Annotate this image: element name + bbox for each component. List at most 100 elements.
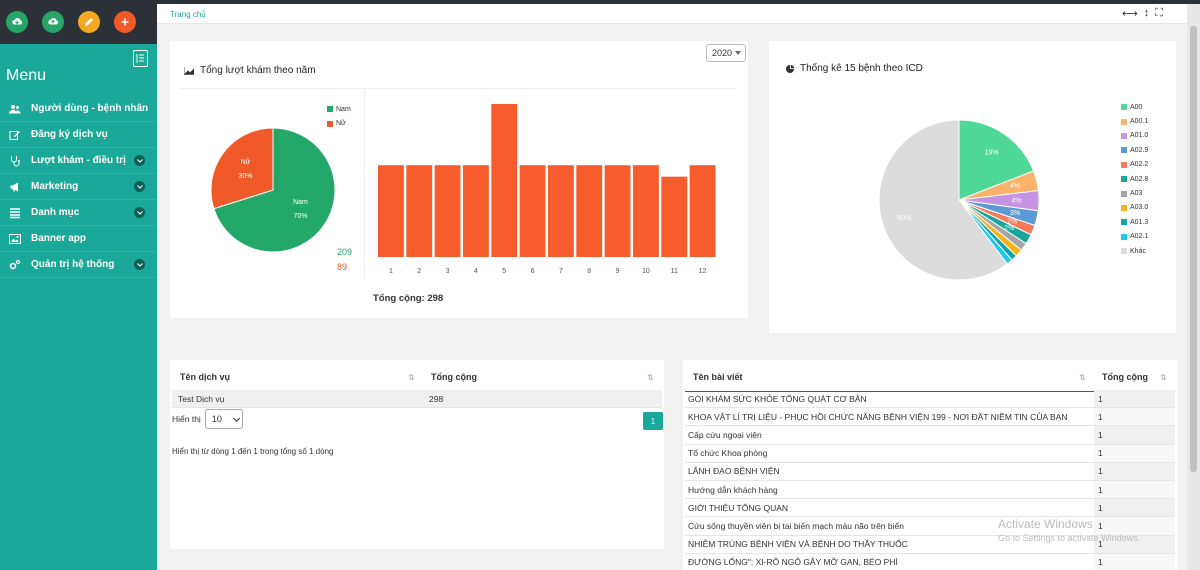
- pie-chart-icon: [786, 64, 794, 73]
- legend-item[interactable]: A01.3: [1120, 215, 1148, 229]
- bar-month-4[interactable]: [463, 165, 489, 257]
- sidebar-item-label: Banner app: [31, 233, 87, 244]
- legend-item[interactable]: Nữ: [326, 116, 351, 130]
- sort-icon[interactable]: ⇅: [647, 372, 654, 382]
- pie-slice-kh-c[interactable]: [878, 119, 1008, 281]
- pie-slice-a00[interactable]: [958, 119, 1035, 201]
- table-row[interactable]: Test Dịch vụ 298: [172, 390, 662, 409]
- bar-month-2[interactable]: [406, 165, 433, 257]
- table-row[interactable]: ĐƯỜNG LỐNG": XI-RÔ NGÔ GÂY MỠ GAN, BÉO P…: [685, 553, 1175, 570]
- sidebar-item-3[interactable]: Lượt khám - điều trị: [0, 148, 157, 174]
- sort-icon[interactable]: ⇅: [1160, 372, 1167, 382]
- bar-month-12[interactable]: [689, 165, 716, 257]
- bar-month-3[interactable]: [434, 165, 461, 257]
- table-row[interactable]: NHIỄM TRÙNG BỆNH VIỆN VÀ BỆNH DO THẦY TH…: [685, 535, 1175, 554]
- bar-month-9[interactable]: [604, 165, 631, 257]
- legend-item[interactable]: A02.8: [1120, 172, 1148, 186]
- watermark-line1: Activate Windows: [998, 517, 1093, 531]
- cloud-upload-icon[interactable]: [42, 11, 64, 33]
- sidebar-item-label: Đăng ký dịch vụ: [31, 129, 108, 140]
- pie-slice-nu[interactable]: [210, 127, 274, 210]
- col-service-name[interactable]: Tên dịch vụ ⇅: [172, 363, 423, 391]
- table-row[interactable]: GIỚI THIỆU TỔNG QUAN 1: [685, 499, 1175, 518]
- gender-legend: Nam Nữ: [326, 102, 351, 131]
- bar-month-10[interactable]: [633, 165, 659, 257]
- page-size-select[interactable]: 10: [204, 409, 243, 429]
- cloud-download-icon[interactable]: [6, 11, 28, 33]
- table-row[interactable]: Cấp cứu ngoại viện 1: [685, 426, 1175, 445]
- sidebar-item-2[interactable]: Đăng ký dịch vụ: [0, 122, 157, 148]
- legend-swatch: [1120, 146, 1128, 155]
- legend-swatch: [1120, 232, 1128, 241]
- legend-item[interactable]: A02.1: [1120, 230, 1148, 244]
- chevron-down-icon[interactable]: [134, 259, 145, 270]
- sort-icon[interactable]: ⇅: [1079, 372, 1086, 382]
- sidebar-item-label: Danh mục: [31, 207, 80, 218]
- legend-item[interactable]: Khác: [1120, 244, 1148, 258]
- cell-article-total: 1: [1094, 444, 1175, 462]
- sidebar-item-label: Quản trị hệ thống: [31, 259, 115, 270]
- cell-article-name: NHIỄM TRÙNG BỆNH VIỆN VÀ BỆNH DO THẦY TH…: [688, 539, 908, 550]
- table-row[interactable]: GÓI KHÁM SỨC KHỎE TỔNG QUÁT CƠ BẢN 1: [685, 390, 1175, 409]
- table-row[interactable]: KHOA VẬT LÍ TRỊ LIỆU - PHỤC HỒI CHỨC NĂN…: [685, 408, 1175, 427]
- legend-swatch: [1120, 203, 1128, 212]
- sort-icon[interactable]: ⇅: [408, 372, 415, 382]
- legend-item[interactable]: A00.1: [1120, 114, 1148, 128]
- bar-month-1[interactable]: [378, 165, 404, 257]
- sidebar-item-4[interactable]: Marketing: [0, 174, 157, 200]
- year-select-value: 2020: [712, 48, 733, 58]
- breadcrumb[interactable]: Trang chủ: [170, 10, 206, 19]
- sidebar-item-1[interactable]: Người dùng - bệnh nhân: [0, 96, 157, 122]
- sidebar-item-7[interactable]: Quản trị hệ thống: [0, 252, 157, 278]
- year-select[interactable]: 2020: [706, 44, 746, 62]
- table-row[interactable]: Hướng dẫn khách hàng 1: [685, 480, 1175, 500]
- plus-icon[interactable]: [114, 11, 136, 33]
- bar-month-7[interactable]: [548, 165, 574, 257]
- legend-item[interactable]: A02.9: [1120, 143, 1148, 157]
- chevron-down-icon[interactable]: [134, 207, 145, 218]
- sidebar-toggle-icon[interactable]: [133, 50, 148, 67]
- legend-label: A03.0: [1130, 204, 1149, 212]
- col-article-name[interactable]: Tên bài viết ⇅: [685, 363, 1094, 391]
- table-row[interactable]: LÃNH ĐẠO BỆNH VIỆN 1: [685, 462, 1175, 481]
- bar-month-6[interactable]: [519, 165, 546, 257]
- cell-article-name: Hướng dẫn khách hàng: [688, 484, 778, 495]
- collapse-horizontal-icon[interactable]: ⟷: [1122, 7, 1138, 20]
- pie-label: 4%: [1010, 183, 1020, 190]
- pagination-page-1[interactable]: 1: [643, 412, 663, 430]
- table-row[interactable]: Tổ chức Khoa phòng 1: [685, 444, 1175, 463]
- legend-swatch: [1120, 218, 1128, 227]
- bar-month-11[interactable]: [661, 176, 688, 257]
- x-tick-label: 7: [559, 268, 563, 275]
- chevron-down-icon: [232, 414, 240, 422]
- collapse-vertical-icon[interactable]: ↕: [1143, 7, 1150, 19]
- bar-month-5[interactable]: [491, 104, 518, 257]
- legend-item[interactable]: A00: [1120, 100, 1148, 114]
- legend-item[interactable]: A03: [1120, 186, 1148, 200]
- x-tick-label: 10: [642, 268, 650, 275]
- pencil-icon[interactable]: [78, 11, 100, 33]
- col-article-total[interactable]: Tổng cộng ⇅: [1094, 363, 1175, 391]
- col-service-total-label: Tổng cộng: [431, 372, 477, 382]
- window-tools: ⟷ ↕ ⛶: [1122, 4, 1163, 22]
- page-scrollbar[interactable]: [1187, 4, 1200, 570]
- sidebar-item-5[interactable]: Danh mục: [0, 200, 157, 226]
- bar-month-8[interactable]: [576, 165, 603, 257]
- table-row[interactable]: Cứu sống thuyền viên bị tai biến mạch má…: [685, 517, 1175, 536]
- legend-item[interactable]: A02.2: [1120, 158, 1148, 172]
- pie-slice-nam[interactable]: [213, 127, 336, 253]
- scrollbar-thumb[interactable]: [1190, 26, 1197, 472]
- area-chart-icon: [184, 66, 194, 75]
- monthly-bar-chart: 1 2 3 4 5 6 7 8 9 10 11 12: [378, 104, 716, 275]
- legend-item[interactable]: Nam: [326, 102, 351, 116]
- cell-article-total: 1: [1094, 517, 1175, 535]
- x-tick-label: 2: [417, 268, 421, 275]
- breadcrumb-bar: [157, 4, 1187, 24]
- legend-item[interactable]: A03.0: [1120, 201, 1148, 215]
- chevron-down-icon[interactable]: [134, 155, 145, 166]
- col-service-total[interactable]: Tổng cộng ⇅: [423, 363, 662, 391]
- fullscreen-icon[interactable]: ⛶: [1155, 6, 1163, 19]
- sidebar-item-6[interactable]: Banner app: [0, 226, 157, 252]
- legend-item[interactable]: A01.0: [1120, 129, 1148, 143]
- chevron-down-icon[interactable]: [134, 181, 145, 192]
